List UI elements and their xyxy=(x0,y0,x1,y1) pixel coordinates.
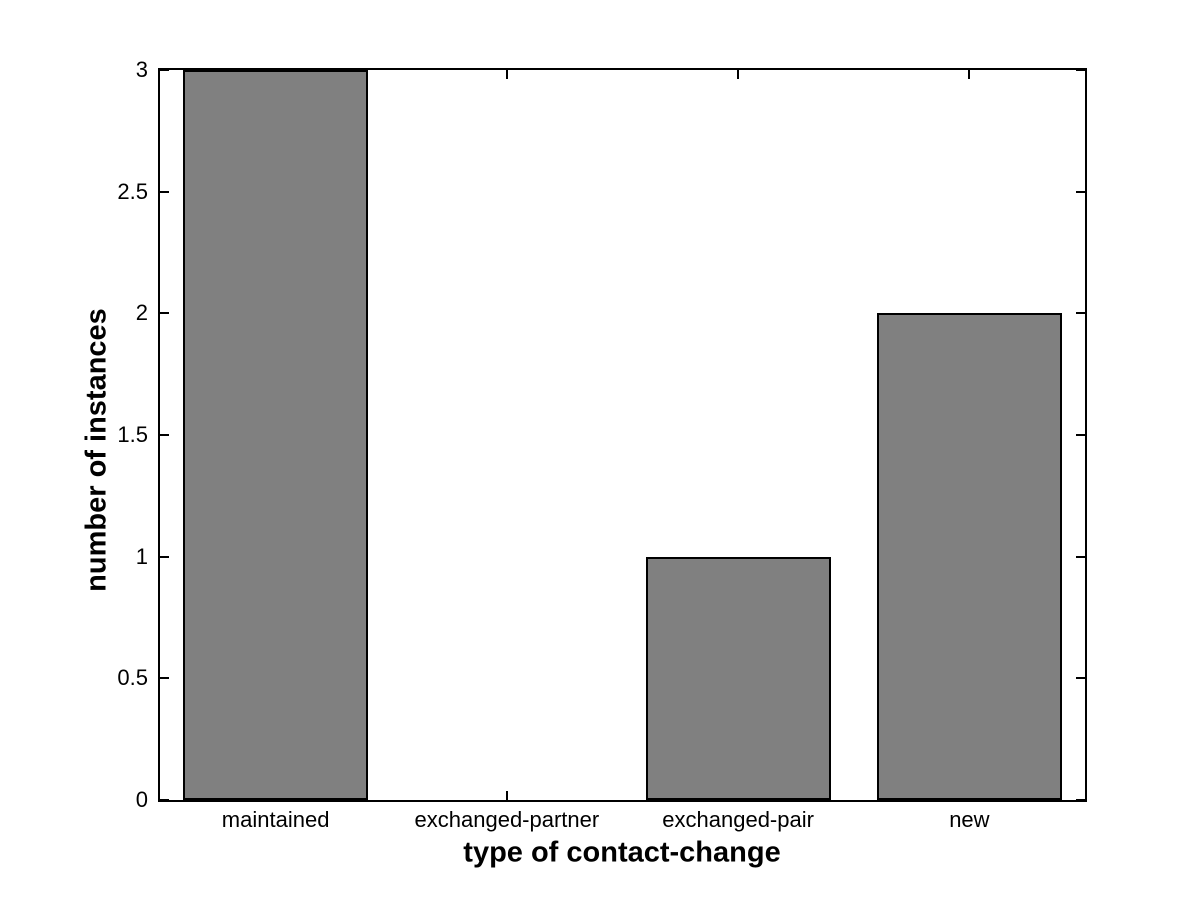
x-tick-label: exchanged-pair xyxy=(662,807,814,832)
y-tick-label: 2.5 xyxy=(117,178,148,204)
y-tick-mark-left xyxy=(160,312,169,315)
y-tick-label: 0 xyxy=(135,787,148,812)
y-tick-mark-right xyxy=(1076,190,1085,193)
bar-maintained xyxy=(183,70,369,800)
y-tick-label: 1 xyxy=(135,543,148,569)
y-tick-label: 3 xyxy=(135,57,148,82)
plot-area xyxy=(158,68,1087,802)
x-tick-mark-top xyxy=(737,70,740,79)
x-tick-mark-top xyxy=(505,70,508,79)
y-tick-mark-right xyxy=(1076,555,1085,558)
y-tick-mark-left xyxy=(160,799,169,801)
x-tick-label: new xyxy=(949,807,990,832)
y-tick-mark-left xyxy=(160,69,169,71)
y-tick-mark-left xyxy=(160,434,169,436)
y-tick-mark-right xyxy=(1076,677,1085,680)
y-tick-mark-left xyxy=(160,677,169,680)
x-tick-label: maintained xyxy=(221,807,330,832)
y-tick-mark-left xyxy=(160,555,169,558)
y-tick-label: 2 xyxy=(135,300,148,326)
y-tick-label: 0.5 xyxy=(117,665,148,691)
y-tick-mark-right xyxy=(1076,434,1085,436)
y-tick-mark-right xyxy=(1076,312,1085,315)
y-tick-mark-left xyxy=(160,190,169,193)
y-tick-mark-right xyxy=(1076,69,1085,71)
x-axis-label: type of contact-change xyxy=(463,836,781,869)
x-tick-mark-bottom xyxy=(505,791,508,800)
y-tick-mark-right xyxy=(1076,799,1085,801)
x-tick-label: exchanged-partner xyxy=(414,807,600,832)
y-tick-label: 1.5 xyxy=(117,422,148,447)
bar-exchanged-pair xyxy=(645,556,831,800)
bar-new xyxy=(876,313,1062,800)
x-tick-mark-top xyxy=(968,70,971,79)
